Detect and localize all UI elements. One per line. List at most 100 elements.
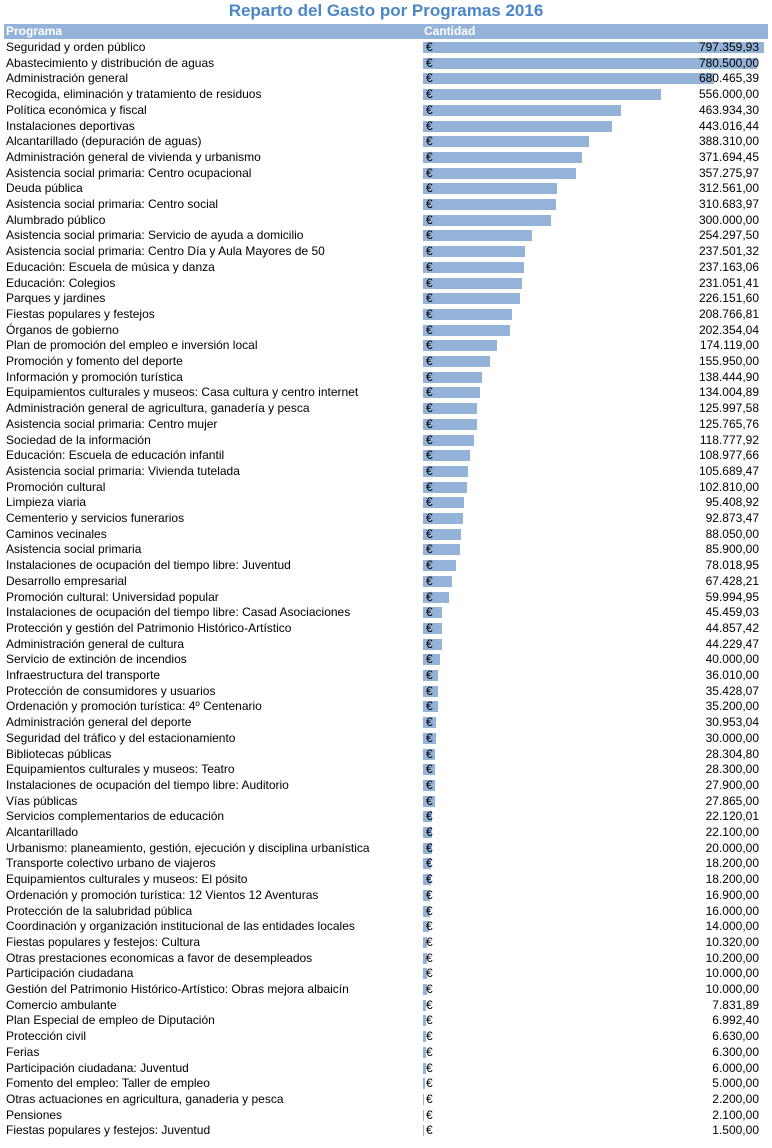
currency-symbol: € xyxy=(426,149,433,164)
table-row: Vías públicas €27.865,00 xyxy=(0,794,772,810)
table-row: Administración general de vivienda y urb… xyxy=(0,150,772,166)
table-row: Alcantarillado €22.100,00 xyxy=(0,825,772,841)
row-label: Coordinación y organización instituciona… xyxy=(6,919,355,934)
currency-symbol: € xyxy=(426,354,433,368)
row-value: 28.304,80 xyxy=(705,746,759,761)
row-label: Órganos de gobierno xyxy=(6,322,119,337)
currency-symbol: € xyxy=(426,87,433,102)
currency-symbol: € xyxy=(426,479,433,494)
bar xyxy=(423,1093,424,1105)
bar xyxy=(423,277,522,289)
bar xyxy=(423,575,452,587)
row-label: Transporte colectivo urbano de viajeros xyxy=(6,856,216,871)
currency-symbol: € xyxy=(426,511,433,525)
table-row: Abastecimiento y distribución de aguas €7… xyxy=(0,56,772,72)
table-row: Educación: Escuela de educación infantil… xyxy=(0,448,772,464)
row-label: Protección de la salubridad pública xyxy=(6,903,193,918)
currency-symbol: € xyxy=(426,385,433,400)
bar xyxy=(423,874,431,886)
row-label: Administración general de cultura xyxy=(6,636,185,651)
row-value: 300.000,00 xyxy=(698,212,759,227)
currency-symbol: € xyxy=(426,463,433,478)
table-row: Coordinación y organización instituciona… xyxy=(0,919,772,935)
table-row: Pensiones €2.100,00 xyxy=(0,1108,772,1124)
row-label: Instalaciones deportivas xyxy=(6,118,135,133)
table-row: Bibliotecas públicas €28.304,80 xyxy=(0,747,772,763)
bar xyxy=(423,544,460,556)
row-label: Abastecimiento y distribución de aguas xyxy=(6,55,215,70)
row-value: 237.163,06 xyxy=(698,259,759,274)
currency-symbol: € xyxy=(426,683,433,698)
bar xyxy=(423,73,714,85)
currency-symbol: € xyxy=(426,997,433,1012)
currency-symbol: € xyxy=(426,605,433,620)
bar xyxy=(423,497,464,509)
table-row: Infraestructura del transporte €36.010,00 xyxy=(0,668,772,684)
row-label: Alcantarillado xyxy=(6,825,79,839)
table-row: Plan de promoción del empleo e inversión… xyxy=(0,338,772,354)
bar xyxy=(423,921,429,933)
row-value: 30.000,00 xyxy=(705,730,759,745)
row-label: Administración general de agricultura, g… xyxy=(6,401,310,416)
row-label: Protección y gestión del Patrimonio Hist… xyxy=(6,620,292,635)
row-value: 237.501,32 xyxy=(698,244,759,259)
table-row: Protección de la salubridad pública €16.0… xyxy=(0,904,772,920)
row-value: 556.000,00 xyxy=(698,87,759,102)
bar xyxy=(423,889,431,901)
currency-symbol: € xyxy=(426,259,433,274)
row-value: 14.000,00 xyxy=(705,919,759,934)
row-label: Otras actuaciones en agricultura, ganade… xyxy=(6,1091,284,1106)
currency-symbol: € xyxy=(426,1044,433,1059)
bar xyxy=(423,936,428,948)
table-row: Promoción y fomento del deporte €155.950,… xyxy=(0,354,772,370)
row-label: Equipamientos culturales y museos: Teatr… xyxy=(6,762,235,777)
table-row: Administración general de cultura €44.229… xyxy=(0,637,772,653)
currency-symbol: € xyxy=(426,71,433,86)
table-row: Administración general de agricultura, g… xyxy=(0,401,772,417)
bar xyxy=(423,324,510,336)
currency-symbol: € xyxy=(426,416,433,431)
bar xyxy=(423,1062,426,1074)
table-row: Instalaciones de ocupación del tiempo li… xyxy=(0,558,772,574)
row-value: 6.992,40 xyxy=(712,1013,759,1028)
row-value: 10.200,00 xyxy=(705,950,759,965)
table-row: Transporte colectivo urbano de viajeros €… xyxy=(0,856,772,872)
row-value: 371.694,45 xyxy=(698,149,759,164)
table-row: Participación ciudadana: Juventud €6.000,… xyxy=(0,1061,772,1077)
currency-symbol: € xyxy=(426,291,433,306)
currency-symbol: € xyxy=(426,165,433,180)
bar xyxy=(423,403,477,415)
currency-symbol: € xyxy=(426,181,433,196)
table-row: Protección civil €6.630,00 xyxy=(0,1029,772,1045)
row-value: 108.977,66 xyxy=(698,448,759,463)
currency-symbol: € xyxy=(426,558,433,573)
bar xyxy=(423,779,435,791)
row-value: 40.000,00 xyxy=(705,652,759,667)
row-value: 202.354,04 xyxy=(698,322,759,337)
row-value: 5.000,00 xyxy=(712,1076,759,1091)
row-value: 254.297,50 xyxy=(698,228,759,243)
table-row: Asistencia social primaria: Servicio de … xyxy=(0,228,772,244)
table-row: Asistencia social primaria €85.900,00 xyxy=(0,542,772,558)
row-value: 18.200,00 xyxy=(705,856,759,871)
currency-symbol: € xyxy=(426,982,433,996)
row-label: Asistencia social primaria: Centro socia… xyxy=(6,197,219,211)
bar xyxy=(423,858,431,870)
table-header: Programa Cantidad xyxy=(4,24,768,39)
bar xyxy=(423,261,525,273)
row-label: Parques y jardines xyxy=(6,291,106,306)
table-row: Promoción cultural: Universidad popular €… xyxy=(0,590,772,606)
row-label: Asistencia social primaria: Centro ocupa… xyxy=(6,165,252,180)
table-row: Equipamientos culturales y museos: Teatr… xyxy=(0,762,772,778)
row-value: 16.000,00 xyxy=(705,903,759,918)
currency-symbol: € xyxy=(426,432,433,447)
bar xyxy=(423,968,428,980)
bar xyxy=(423,481,467,493)
table-row: Información y promoción turística €138.44… xyxy=(0,370,772,386)
currency-symbol: € xyxy=(426,542,433,557)
currency-symbol: € xyxy=(426,1060,433,1075)
row-label: Ordenación y promoción turística: 4º Cen… xyxy=(6,699,262,714)
bar xyxy=(423,183,557,195)
table-row: Recogida, eliminación y tratamiento de r… xyxy=(0,87,772,103)
table-row: Gestión del Patrimonio Histórico-Artísti… xyxy=(0,982,772,998)
